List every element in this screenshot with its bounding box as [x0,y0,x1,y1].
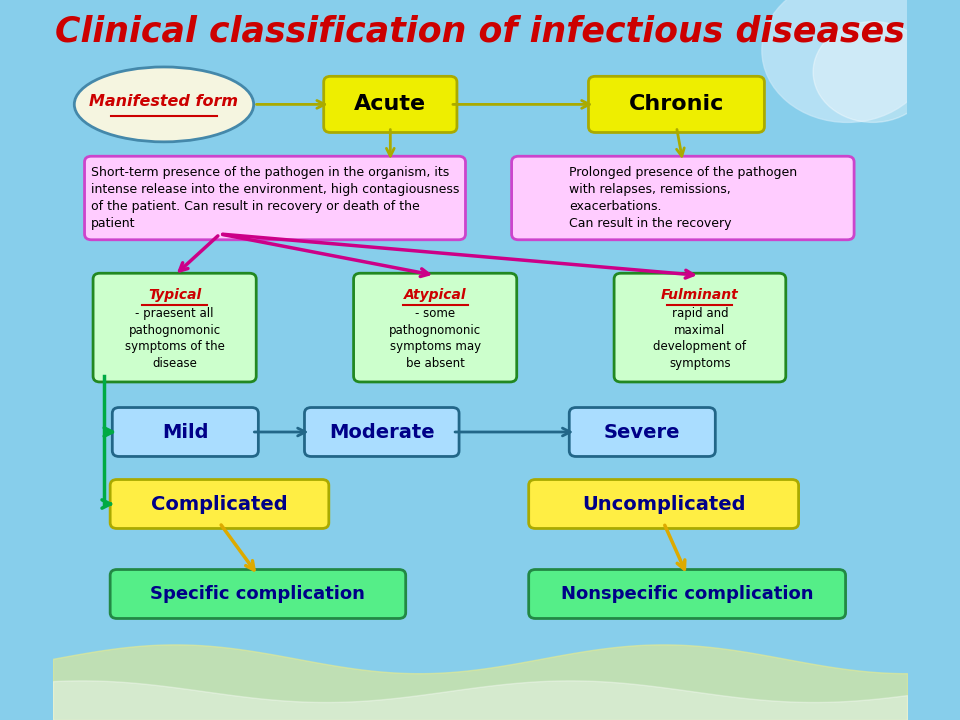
FancyBboxPatch shape [93,273,256,382]
Text: Manifested form: Manifested form [89,94,238,109]
Text: - praesent all
pathognomonic
symptoms of the
disease: - praesent all pathognomonic symptoms of… [125,307,225,369]
FancyBboxPatch shape [569,408,715,456]
FancyBboxPatch shape [112,408,258,456]
Text: Nonspecific complication: Nonspecific complication [561,585,813,603]
Text: Complicated: Complicated [151,495,288,513]
Text: Acute: Acute [354,94,426,114]
Text: Prolonged presence of the pathogen
with relapses, remissions,
exacerbations.
Can: Prolonged presence of the pathogen with … [568,166,797,230]
Text: Short-term presence of the pathogen in the organism, its
intense release into th: Short-term presence of the pathogen in t… [91,166,459,230]
Circle shape [762,0,933,122]
Ellipse shape [74,67,253,142]
Text: Fulminant: Fulminant [661,288,739,302]
Text: - some
pathognomonic
symptoms may
be absent: - some pathognomonic symptoms may be abs… [389,307,481,369]
FancyBboxPatch shape [512,156,854,240]
Text: Moderate: Moderate [329,423,435,441]
Text: Severe: Severe [604,423,681,441]
FancyBboxPatch shape [110,570,406,618]
Text: Mild: Mild [162,423,208,441]
Text: rapid and
maximal
development of
symptoms: rapid and maximal development of symptom… [654,307,747,369]
Text: Typical: Typical [148,288,202,302]
Circle shape [813,22,933,122]
FancyBboxPatch shape [529,480,799,528]
Text: Specific complication: Specific complication [151,585,366,603]
FancyBboxPatch shape [529,570,846,618]
FancyBboxPatch shape [588,76,764,132]
FancyBboxPatch shape [353,273,516,382]
FancyBboxPatch shape [614,273,786,382]
Text: Chronic: Chronic [629,94,724,114]
FancyBboxPatch shape [304,408,459,456]
FancyBboxPatch shape [84,156,466,240]
FancyBboxPatch shape [324,76,457,132]
FancyBboxPatch shape [110,480,329,528]
Text: Atypical: Atypical [404,288,467,302]
Text: Uncomplicated: Uncomplicated [582,495,745,513]
Text: Clinical classification of infectious diseases: Clinical classification of infectious di… [55,14,905,49]
